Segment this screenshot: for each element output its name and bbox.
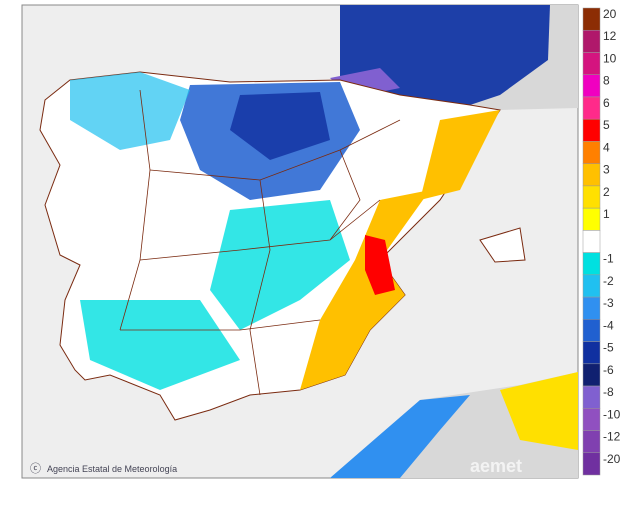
legend-swatch <box>582 341 601 365</box>
legend-label: -8 <box>603 385 614 399</box>
legend-swatch <box>582 163 601 187</box>
cold-core-north <box>230 92 330 160</box>
legend-label: 6 <box>603 96 610 110</box>
legend-swatch <box>582 207 601 231</box>
legend-label: -10 <box>603 407 621 421</box>
legend-swatch <box>582 7 601 31</box>
legend-swatch <box>582 29 601 53</box>
legend-swatch <box>582 452 601 476</box>
legend-swatch <box>582 74 601 98</box>
legend-label: -4 <box>603 318 614 332</box>
cold-area-africa <box>330 395 470 478</box>
cool-area-northwest <box>70 72 190 150</box>
legend-label: 10 <box>603 51 617 65</box>
legend-swatch <box>582 252 601 276</box>
legend-swatch <box>582 96 601 120</box>
legend-label: -6 <box>603 363 614 377</box>
legend-label: -1 <box>603 252 614 266</box>
legend-swatch <box>582 385 601 409</box>
legend-label: -12 <box>603 430 621 444</box>
cool-area-southwest <box>80 300 240 390</box>
legend-swatch <box>582 274 601 298</box>
legend-label: 4 <box>603 140 610 154</box>
legend-label: -20 <box>603 452 621 466</box>
legend-swatch <box>582 363 601 387</box>
legend-swatch <box>582 296 601 320</box>
warm-area-africa <box>500 372 578 450</box>
region-borders <box>119 89 401 396</box>
credit-text: Agencia Estatal de Meteorología <box>47 464 177 474</box>
legend-swatch <box>582 52 601 75</box>
legend-label: 3 <box>603 163 610 177</box>
legend-label: -2 <box>603 274 614 288</box>
legend-swatch <box>582 430 601 454</box>
legend-label: 5 <box>603 118 610 132</box>
warm-area-catalonia <box>420 110 500 200</box>
legend: 20 12 10 8 6 5 4 3 2 1 -1 -2 -3 -4 -5 -6 -8 -10 -12 -20 <box>582 7 621 476</box>
legend-label: 8 <box>603 74 610 88</box>
hot-area-valencia <box>365 235 395 295</box>
credit-icon: ⓒ <box>30 462 41 475</box>
legend-label: 2 <box>603 185 610 199</box>
watermark: aemet <box>470 456 522 476</box>
cold-area-france <box>340 5 550 105</box>
balearic-islands <box>479 227 526 263</box>
legend-label: 12 <box>603 29 617 43</box>
legend-label: 20 <box>603 7 617 21</box>
warm-area-east <box>300 190 430 390</box>
legend-swatch <box>582 185 601 209</box>
legend-label: -5 <box>603 341 614 355</box>
legend-label: 1 <box>603 207 610 221</box>
legend-label: -3 <box>603 296 614 310</box>
legend-swatch <box>582 230 601 253</box>
cool-area-center <box>210 200 350 330</box>
legend-swatch <box>582 141 601 164</box>
legend-swatch <box>582 118 601 142</box>
legend-swatch <box>582 319 601 342</box>
legend-swatch <box>582 408 601 431</box>
